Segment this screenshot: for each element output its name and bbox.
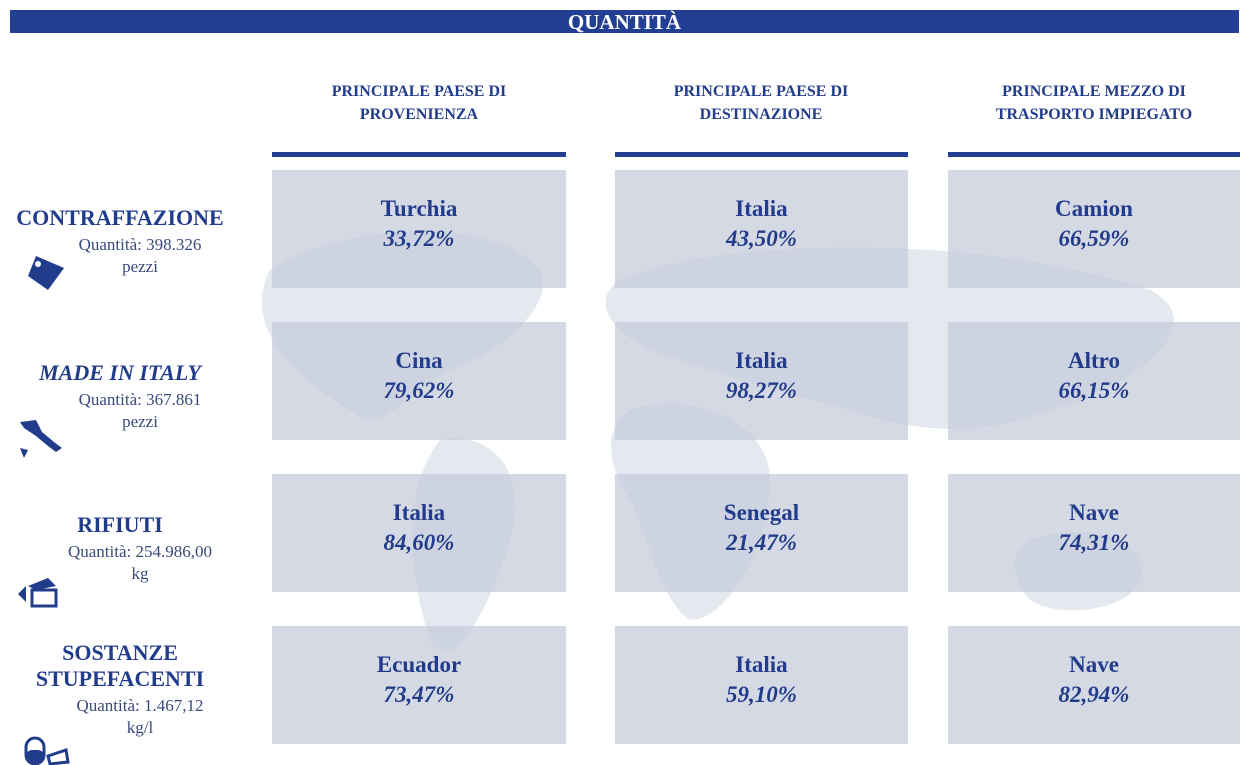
cell-share: 66,59% [1058, 226, 1130, 251]
data-cell: Cina 79,62% [272, 322, 566, 440]
row-quantity: Quantità: 367.861 [78, 390, 202, 409]
row-name: RIFIUTI [77, 512, 163, 537]
cell-name: Altro [1068, 348, 1120, 373]
column-header-line: TRASPORTO IMPIEGATO [995, 106, 1193, 123]
cell-name: Turchia [380, 196, 458, 221]
cell-share: 43,50% [726, 226, 797, 251]
row-unit: kg [131, 564, 149, 583]
data-cell: Camion 66,59% [948, 170, 1240, 288]
cell-share: 74,31% [1058, 530, 1130, 555]
cell-name: Italia [735, 196, 788, 221]
column-header-line: PROVENIENZA [359, 106, 479, 123]
column-rule [948, 152, 1240, 157]
column-header-line: DESTINAZIONE [699, 106, 823, 123]
cell-name: Nave [1069, 652, 1119, 677]
cell-name: Camion [1055, 196, 1133, 221]
cell-share: 73,47% [383, 682, 455, 707]
row-quantity: Quantità: 254.986,00 [67, 542, 212, 561]
row-label: SOSTANZE STUPEFACENTI Quantità: 1.467,12 kg… [0, 640, 240, 738]
cell-share: 82,94% [1058, 682, 1130, 707]
cell-share: 98,27% [726, 378, 797, 403]
cell-share: 79,62% [383, 378, 455, 403]
column-rule [615, 152, 908, 157]
data-cell: Nave 74,31% [948, 474, 1240, 592]
data-cell: Altro 66,15% [948, 322, 1240, 440]
data-cell: Senegal 21,47% [615, 474, 908, 592]
row-quantity: Quantità: 398.326 [78, 235, 202, 254]
data-cell: Italia 59,10% [615, 626, 908, 744]
cell-share: 33,72% [383, 226, 455, 251]
cell-name: Cina [395, 348, 443, 373]
tag-icon [28, 256, 64, 290]
column-header: PRINCIPALE PAESE DI PROVENIENZA [269, 80, 569, 126]
row-label: RIFIUTI Quantità: 254.986,00 kg [0, 512, 240, 584]
cell-share: 59,10% [726, 682, 797, 707]
row-name: CONTRAFFAZIONE [16, 205, 224, 230]
row-unit: pezzi [122, 412, 158, 431]
cell-name: Senegal [723, 500, 800, 525]
bin-icon [18, 578, 58, 608]
row-name: MADE IN ITALY [39, 360, 201, 385]
cell-name: Italia [735, 652, 788, 677]
row-name: STUPEFACENTI [35, 666, 205, 691]
data-cell: Turchia 33,72% [272, 170, 566, 288]
row-quantity: Quantità: 1.467,12 [76, 696, 204, 715]
title-bar: QUANTITÀ [10, 10, 1239, 34]
cell-share: 66,15% [1058, 378, 1130, 403]
cell-name: Italia [392, 500, 446, 525]
data-cell: Ecuador 73,47% [272, 626, 566, 744]
data-cell: Italia 43,50% [615, 170, 908, 288]
column-header-line: PRINCIPALE PAESE DI [331, 83, 507, 100]
data-cell: Nave 82,94% [948, 626, 1240, 744]
cell-share: 21,47% [726, 530, 797, 555]
pill-icon [24, 736, 70, 765]
column-rule [272, 152, 566, 157]
cell-share: 84,60% [383, 530, 455, 555]
column-header: PRINCIPALE PAESE DI DESTINAZIONE [611, 80, 911, 126]
data-cell: Italia 98,27% [615, 322, 908, 440]
row-unit: kg/l [126, 718, 154, 737]
row-name: SOSTANZE [62, 640, 178, 665]
row-label: MADE IN ITALY Quantità: 367.861 pezzi [0, 360, 240, 432]
column-header-line: PRINCIPALE PAESE DI [673, 83, 849, 100]
data-cell: Italia 84,60% [272, 474, 566, 592]
row-label: CONTRAFFAZIONE Quantità: 398.326 pezzi [0, 205, 240, 277]
column-header-line: PRINCIPALE MEZZO DI [1002, 83, 1186, 100]
cell-name: Ecuador [376, 652, 462, 677]
italy-icon [20, 420, 62, 458]
cell-name: Nave [1069, 500, 1119, 525]
column-header: PRINCIPALE MEZZO DI TRASPORTO IMPIEGATO [944, 80, 1244, 126]
cell-name: Italia [735, 348, 788, 373]
row-unit: pezzi [122, 257, 158, 276]
